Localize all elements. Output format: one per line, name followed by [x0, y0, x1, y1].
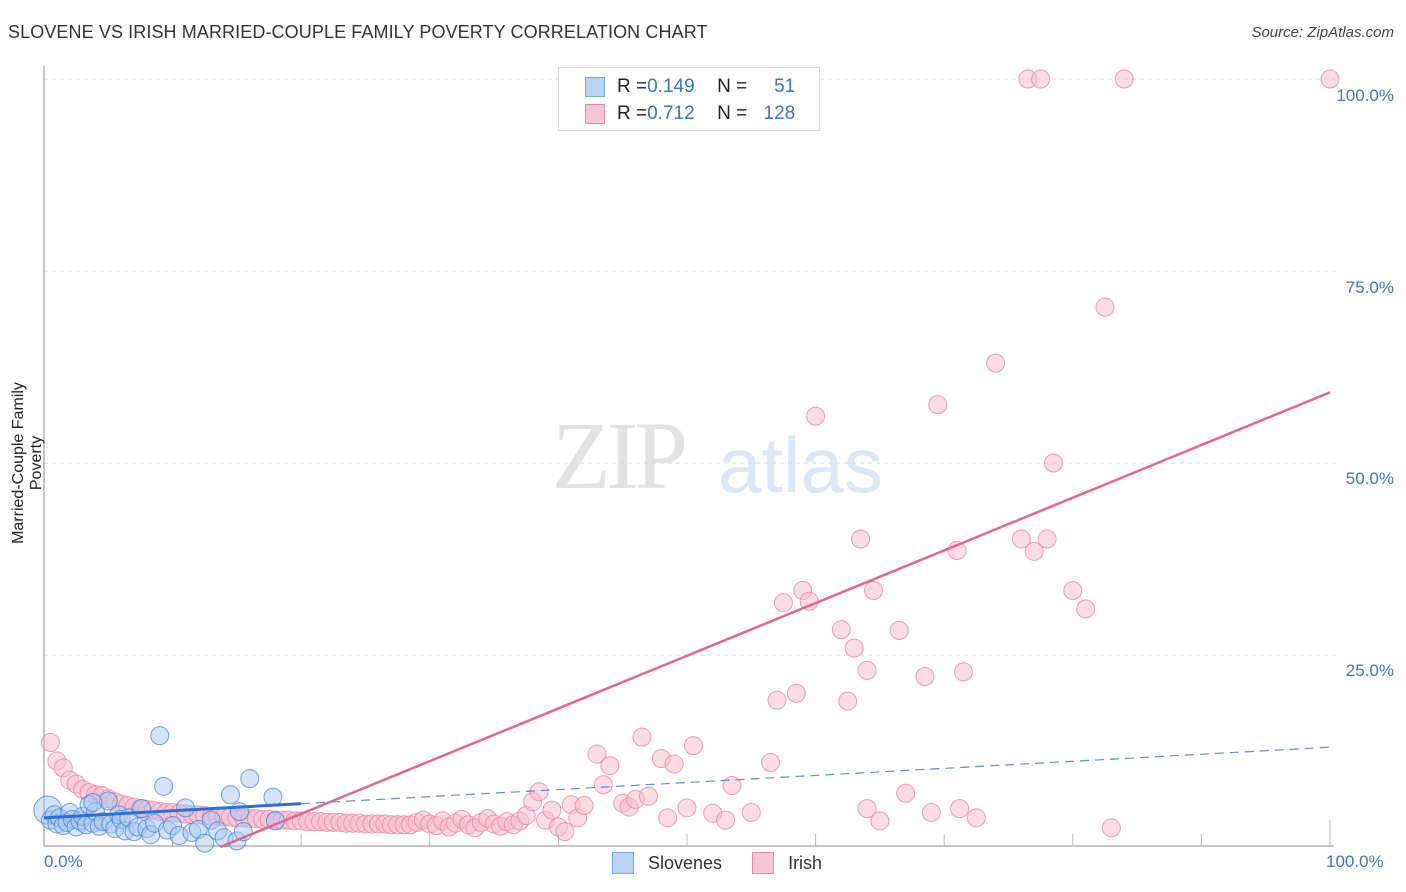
legend-row-irish: R = 0.712 N = 128: [585, 101, 795, 127]
legend-item-irish[interactable]: Irish: [752, 852, 822, 874]
r-value: 0.149: [647, 76, 695, 97]
irish-swatch-icon: [585, 104, 605, 124]
n-value: 51: [774, 76, 796, 97]
legend-row-slovenes: R = 0.149 N = 51: [585, 74, 795, 100]
chart-title: SLOVENE VS IRISH MARRIED-COUPLE FAMILY P…: [8, 22, 708, 42]
slovenes-swatch-icon: [585, 77, 605, 97]
n-label: N =: [717, 76, 748, 97]
n-label: N =: [717, 103, 748, 124]
y-tick-50: 50.0%: [1345, 469, 1394, 488]
legend-label: Slovenes: [648, 852, 723, 873]
source-label: Source: ZipAtlas.com: [1251, 24, 1394, 41]
correlation-legend: R = 0.149 N = 51 R = 0.712 N = 128: [558, 67, 820, 131]
irish-points: [40, 69, 1340, 842]
trend-lines: [43, 391, 1331, 849]
y-tick-100: 100.0%: [1336, 86, 1394, 105]
y-tick-75: 75.0%: [1345, 278, 1394, 297]
y-tick-25: 25.0%: [1345, 661, 1394, 680]
watermark-zip: ZIP: [552, 402, 688, 509]
x-tick-0: 0.0%: [44, 852, 83, 871]
r-value: 0.712: [647, 103, 695, 124]
x-tick-100: 100.0%: [1326, 852, 1384, 871]
watermark-atlas: atlas: [718, 421, 883, 509]
gridlines: [44, 78, 1340, 656]
y-axis-label: Married-Couple Family Poverty: [10, 382, 45, 544]
r-label: R =: [617, 103, 648, 124]
irish-swatch-icon: [752, 852, 775, 874]
n-value: 128: [763, 103, 796, 124]
r-label: R =: [617, 76, 648, 97]
series-legend: Slovenes Irish: [612, 852, 852, 874]
axes: [43, 66, 1334, 847]
slovene-points: [33, 726, 285, 853]
slovenes-swatch-icon: [612, 852, 634, 874]
legend-item-slovenes[interactable]: Slovenes: [612, 852, 722, 874]
legend-label: Irish: [788, 852, 823, 873]
